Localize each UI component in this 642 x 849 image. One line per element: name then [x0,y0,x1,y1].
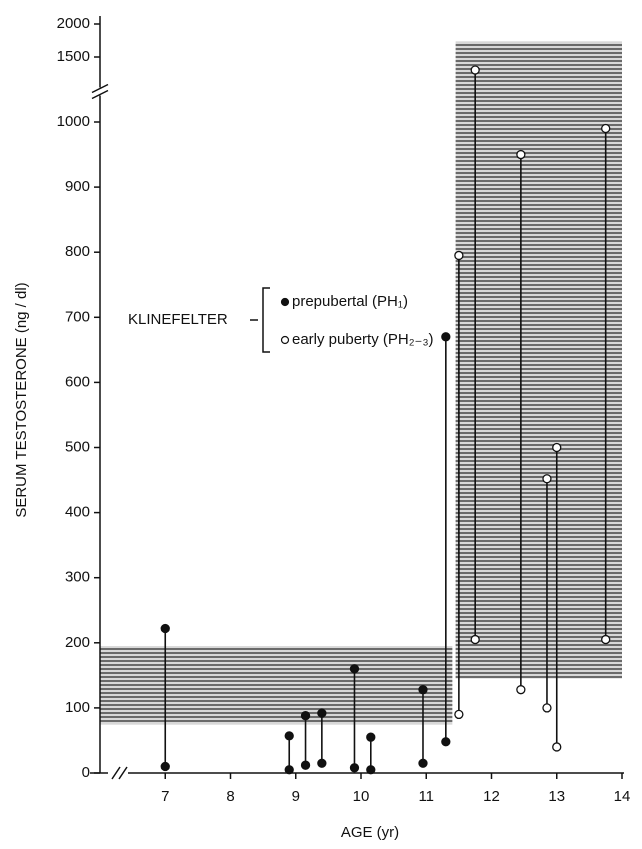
x-tick-label: 12 [483,788,500,805]
y-tick-label: 900 [65,178,90,195]
data-point [300,760,311,770]
y-tick-label: 2000 [57,15,90,32]
data-point [516,149,526,160]
data-point [470,634,480,645]
data-point [542,474,552,484]
legend-label: early puberty (PH₂₋₃) [292,331,434,348]
data-point [454,250,464,261]
x-tick-label: 10 [353,788,370,805]
data-point [366,732,376,742]
data-point [454,709,464,720]
y-tick-label: 700 [65,308,90,325]
y-tick-label: 400 [65,504,90,521]
axis-break [91,83,109,100]
data-point [300,711,311,721]
data-point [441,332,451,342]
y-tick-label: 1000 [57,113,90,130]
shading-layer [100,41,622,725]
data-point [349,763,360,773]
y-tick-label: 800 [65,243,90,260]
legend-bracket [262,287,270,353]
axis-break [111,766,128,780]
normal-range [100,646,453,725]
x-tick-label: 11 [418,788,434,805]
x-tick-label: 14 [614,788,631,805]
y-tick-label: 1500 [57,48,90,65]
y-tick-label: 500 [65,438,90,455]
data-point [317,708,327,718]
data-point [542,703,552,713]
data-point [552,442,562,453]
y-axis-label: SERUM TESTOSTERONE (ng / dl) [13,282,30,517]
data-point [160,623,170,634]
x-tick-label: 7 [161,788,169,805]
data-point [284,731,294,741]
data-point [601,634,611,645]
x-tick-label: 8 [226,788,234,805]
y-tick-label: 100 [65,699,90,716]
legend-marker [280,297,290,307]
y-tick-label: 0 [82,764,90,781]
legend-label: prepubertal (PH₁) [292,293,408,310]
data-point [441,737,451,747]
x-tick-label: 9 [292,788,300,805]
data-point [160,761,170,772]
x-axis-label: AGE (yr) [341,824,399,841]
data-point [349,664,360,674]
y-tick-label: 300 [65,569,90,586]
x-tick-label: 13 [548,788,565,805]
data-point [418,758,428,768]
data-point [470,65,480,75]
legend-marker [280,335,290,345]
data-point [366,765,376,775]
y-tick-label: 600 [65,373,90,390]
data-point [516,685,526,695]
data-point [418,685,428,695]
legend-title: KLINEFELTER [128,311,228,328]
data-point [601,123,611,134]
data-point [552,742,562,752]
y-tick-label: 200 [65,634,90,651]
normal-range [455,41,622,679]
data-point [284,765,294,775]
data-point [317,758,327,768]
